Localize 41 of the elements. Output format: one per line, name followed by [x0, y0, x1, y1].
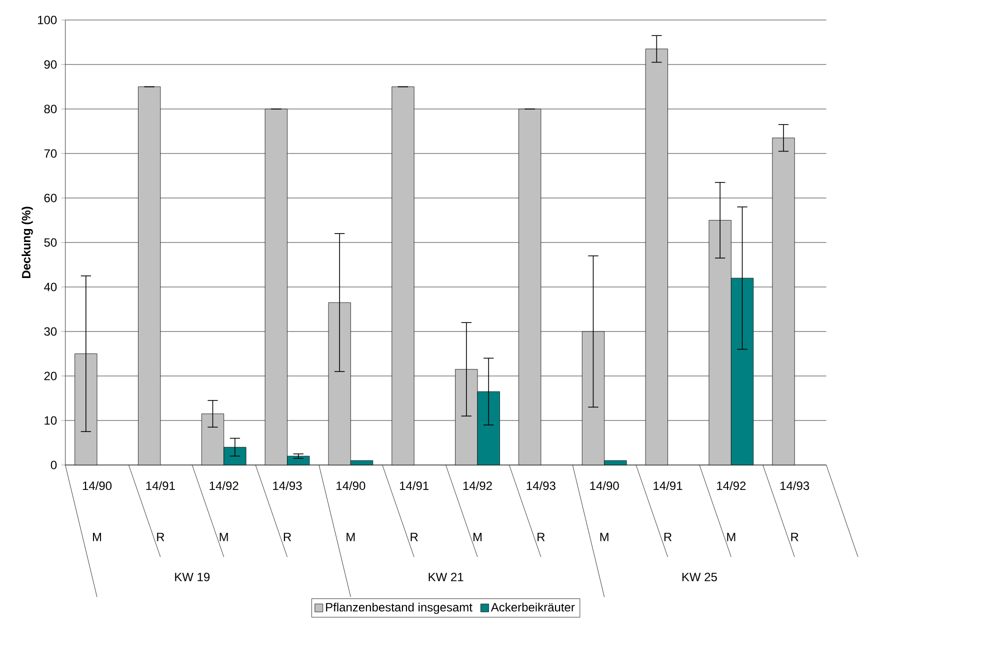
text: R [664, 532, 672, 542]
y-tick-label: 40 [44, 282, 57, 292]
text: R [284, 532, 292, 542]
text: M [93, 532, 102, 542]
text: M [473, 532, 482, 542]
text: R [157, 532, 164, 542]
x-tick-label: 14/92 [717, 481, 746, 490]
x-tick-label: 14/92 [463, 481, 492, 490]
y-tick-label: 0 [50, 460, 57, 470]
text: M [600, 532, 608, 542]
x-tick-label: 14/90 [82, 481, 112, 490]
x-tick-label: 14/91 [400, 481, 429, 490]
text: M [727, 532, 736, 542]
x-tick-label: 14/90 [336, 481, 366, 490]
x-tick-label: 14/93 [780, 481, 810, 490]
x-tick-label: 14/93 [273, 481, 302, 490]
text: KW 19 [175, 572, 210, 582]
x-tick-label: 14/93 [526, 481, 556, 490]
text: M [346, 532, 355, 542]
y-tick-label: 10 [44, 416, 57, 425]
x-tick-label: 14/91 [654, 481, 682, 490]
text: KW 21 [428, 572, 464, 582]
y-tick-label: 80 [44, 104, 57, 114]
text: M [220, 532, 228, 542]
y-tick-label: 50 [44, 238, 57, 247]
text: R [410, 532, 418, 542]
y-axis-title: Deckung (%) [22, 206, 33, 278]
text: KW 25 [682, 572, 717, 582]
y-tick-label: 100 [38, 16, 57, 24]
y-tick-label: 60 [44, 194, 57, 202]
text: R [791, 532, 798, 542]
x-tick-label: 14/92 [210, 481, 238, 490]
x-tick-label: 14/91 [146, 481, 175, 490]
text: R [538, 532, 545, 542]
x-tick-label: 14/90 [590, 481, 619, 490]
legend-label: Ackerbeikräuter [490, 602, 575, 612]
y-tick-label: 20 [44, 372, 57, 380]
y-tick-label: 90 [44, 60, 57, 69]
y-tick-label: 70 [44, 149, 57, 158]
legend-label: Pflanzenbestand insgesamt [326, 602, 472, 614]
y-tick-label: 30 [44, 327, 57, 336]
